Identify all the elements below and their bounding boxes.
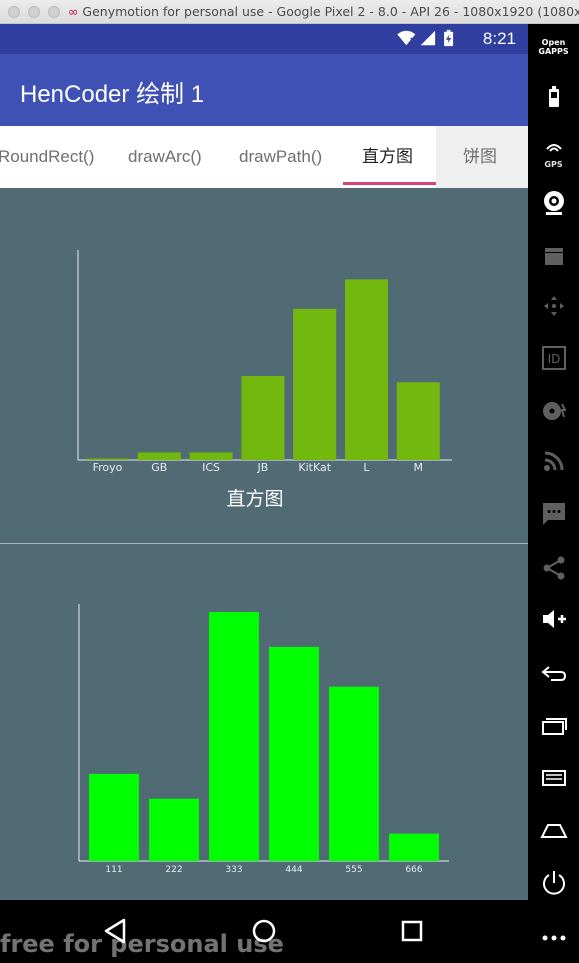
close-window-button[interactable] xyxy=(8,6,20,18)
tab-selected-indicator xyxy=(343,182,436,185)
bar-label-111: 111 xyxy=(105,865,122,875)
status-time: 8:21 xyxy=(482,29,516,48)
bar-froyo xyxy=(86,458,129,460)
minimize-window-button[interactable] xyxy=(28,6,40,18)
status-bar: 8:21 xyxy=(0,24,528,54)
bar-111 xyxy=(89,773,139,861)
bar-333 xyxy=(209,612,259,861)
back-icon[interactable] xyxy=(528,664,579,688)
disk-icon[interactable] xyxy=(528,400,579,427)
battery-icon xyxy=(444,29,454,47)
back-icon[interactable] xyxy=(104,918,126,944)
svg-text:ID: ID xyxy=(547,352,560,366)
share-icon[interactable] xyxy=(528,556,579,585)
signal-icon xyxy=(420,30,436,46)
volume-up-icon[interactable] xyxy=(528,608,579,635)
power-icon[interactable] xyxy=(528,870,579,901)
move-icon[interactable] xyxy=(528,294,579,323)
tab-round-rect[interactable]: RoundRect() xyxy=(0,147,95,166)
bar-222 xyxy=(149,798,199,861)
video-icon[interactable] xyxy=(528,246,579,271)
app-bar: HenCoder 绘制 1 xyxy=(0,54,528,126)
bar-gb xyxy=(137,452,181,460)
recents-icon[interactable] xyxy=(401,920,423,942)
bar-label-555: 555 xyxy=(345,865,362,875)
histogram-chart-2: 111 222 333 444 555 666 xyxy=(78,604,449,875)
status-icons xyxy=(397,29,454,47)
bar-label-gb: GB xyxy=(151,461,167,474)
tab-pie-background xyxy=(436,126,528,188)
bar-444 xyxy=(269,646,319,861)
android-nav-bar xyxy=(0,900,528,963)
bar-label-444: 444 xyxy=(285,865,302,875)
tab-draw-path[interactable]: drawPath() xyxy=(239,147,323,166)
open-gapps-icon[interactable]: Open GAPPS xyxy=(538,38,569,56)
camera-icon[interactable] xyxy=(528,190,579,221)
genymotion-logo-icon: ∞ xyxy=(68,4,79,19)
app-title: HenCoder 绘制 1 xyxy=(20,81,205,108)
menu-icon[interactable] xyxy=(528,768,579,793)
rss-icon[interactable] xyxy=(528,450,579,477)
bar-label-333: 333 xyxy=(225,865,242,875)
bar-label-froyo: Froyo xyxy=(93,461,123,474)
emulator-side-toolbar: Open GAPPS GPS ID xyxy=(528,24,579,963)
wifi-icon xyxy=(397,30,417,46)
bar-l xyxy=(345,279,388,460)
tab-draw-arc[interactable]: drawArc() xyxy=(128,147,202,166)
chart-caption: 直方图 xyxy=(226,488,284,510)
gps-icon[interactable]: GPS xyxy=(528,136,579,169)
chart-area: Froyo GB ICS JB KitKat L M 直方图 111 222 333 444 555… xyxy=(0,188,528,900)
window-titlebar: ∞ Genymotion for personal use - Google Pi… xyxy=(0,0,579,24)
home-icon[interactable] xyxy=(528,820,579,844)
bar-label-jb: JB xyxy=(257,461,269,474)
window-title: ∞ Genymotion for personal use - Google Pi… xyxy=(68,4,579,19)
more-icon[interactable] xyxy=(528,924,579,948)
bar-ics xyxy=(189,452,233,460)
bar-m xyxy=(396,382,440,460)
bar-label-666: 666 xyxy=(405,865,422,875)
id-icon[interactable]: ID xyxy=(528,346,579,375)
bar-label-m: M xyxy=(414,461,424,474)
bar-label-l: L xyxy=(363,461,370,474)
tab-pie[interactable]: 饼图 xyxy=(463,147,497,166)
bar-label-kitkat: KitKat xyxy=(298,461,331,474)
tab-histogram[interactable]: 直方图 xyxy=(362,147,413,166)
battery-icon[interactable] xyxy=(528,86,579,113)
bar-label-222: 222 xyxy=(165,865,182,875)
histogram-chart-1: Froyo GB ICS JB KitKat L M xyxy=(77,250,452,474)
bar-jb xyxy=(241,376,285,460)
android-screen: 8:21 HenCoder 绘制 1 RoundRect() drawArc()… xyxy=(0,24,528,900)
sms-icon[interactable] xyxy=(528,502,579,531)
tab-bar: RoundRect() drawArc() drawPath() 直方图 饼图 xyxy=(0,126,528,188)
bar-555 xyxy=(329,686,379,861)
bar-label-ics: ICS xyxy=(202,461,220,474)
bar-kitkat xyxy=(293,308,337,460)
home-icon[interactable] xyxy=(252,919,276,943)
chart-divider xyxy=(0,543,528,544)
recents-icon[interactable] xyxy=(528,716,579,741)
zoom-window-button[interactable] xyxy=(48,6,60,18)
bar-666 xyxy=(389,833,439,861)
watermark-text: free for personal use xyxy=(0,930,284,958)
